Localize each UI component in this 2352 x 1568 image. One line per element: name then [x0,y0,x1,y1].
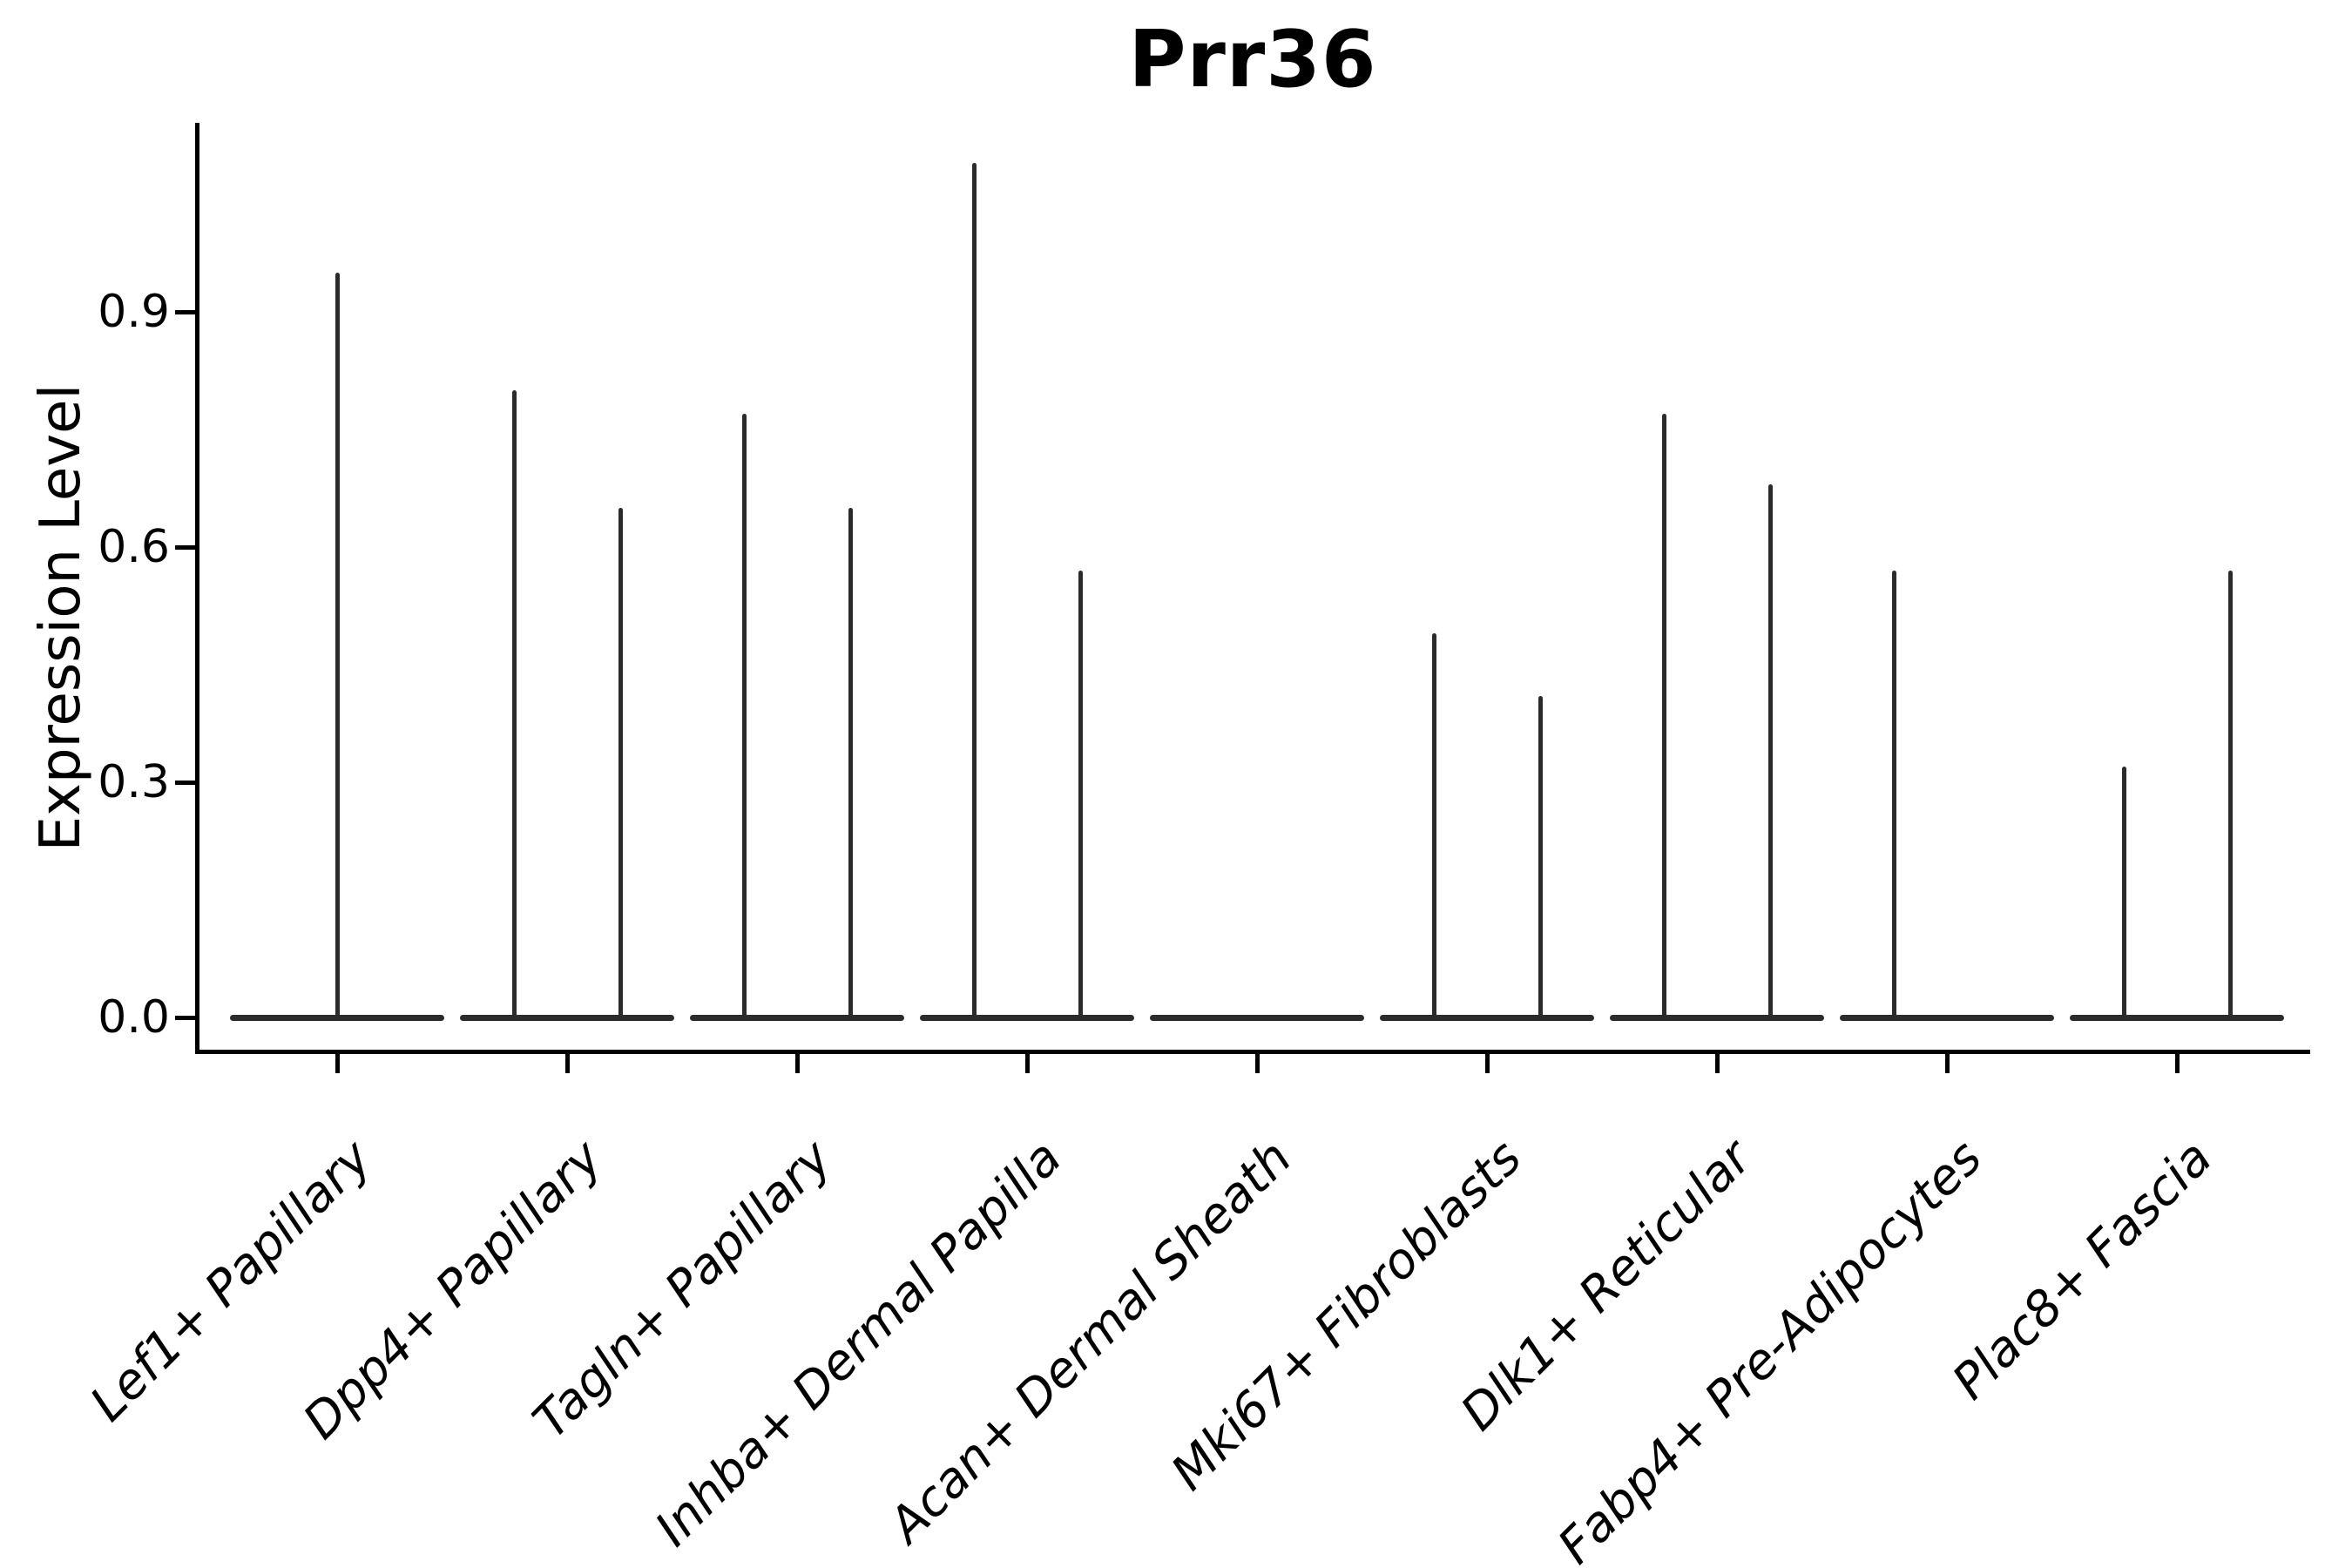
x-axis-spine [195,1050,2310,1054]
violin-needle [848,508,853,1017]
y-axis-spine [195,123,199,1054]
violin-baseline [1150,1014,1364,1021]
violin-needle [1661,414,1666,1017]
violin-needle [511,390,517,1017]
violin-needle [1538,696,1543,1017]
violin-baseline [460,1014,674,1021]
violin-baseline [2070,1014,2284,1021]
x-tick [335,1052,340,1073]
violin-baseline [1380,1014,1594,1021]
y-tick-label: 0.3 [98,756,170,808]
y-tick [175,309,195,314]
y-tick-label: 0.6 [98,521,170,573]
violin-needle [1431,633,1436,1017]
violin-needle [741,414,747,1017]
x-tick [2174,1052,2180,1073]
violin-baseline [690,1014,904,1021]
violin-baseline [1840,1014,2054,1021]
y-tick [175,544,195,550]
y-axis-label: Expression Level [29,383,93,852]
category-label: Inhba+ Dermal Papilla [645,1129,1073,1558]
violin-needle [2121,767,2126,1017]
violin-needle [1078,571,1083,1017]
y-tick [175,780,195,785]
y-tick-label: 0.9 [98,286,170,338]
y-tick-label: 0.0 [98,991,170,1044]
violin-needle [971,163,977,1017]
violin-needle [2227,571,2233,1017]
x-tick [1944,1052,1950,1073]
violin-needle [618,508,623,1017]
x-tick [564,1052,570,1073]
category-label: Fabp4+ Pre-Adipocytes [1547,1129,1993,1568]
plot-title: Prr36 [1128,14,1377,105]
x-tick [1714,1052,1720,1073]
violin-needle [1767,484,1773,1017]
category-label: Acan+ Dermal Sheath [878,1129,1303,1554]
x-tick [1484,1052,1490,1073]
x-tick [1024,1052,1030,1073]
x-tick [1254,1052,1260,1073]
y-tick [175,1015,195,1020]
violin-needle [1891,571,1896,1017]
violin-baseline [920,1014,1134,1021]
violin-needle [335,273,340,1017]
violin-baseline [230,1014,444,1021]
violin-baseline [1610,1014,1824,1021]
x-tick [794,1052,800,1073]
